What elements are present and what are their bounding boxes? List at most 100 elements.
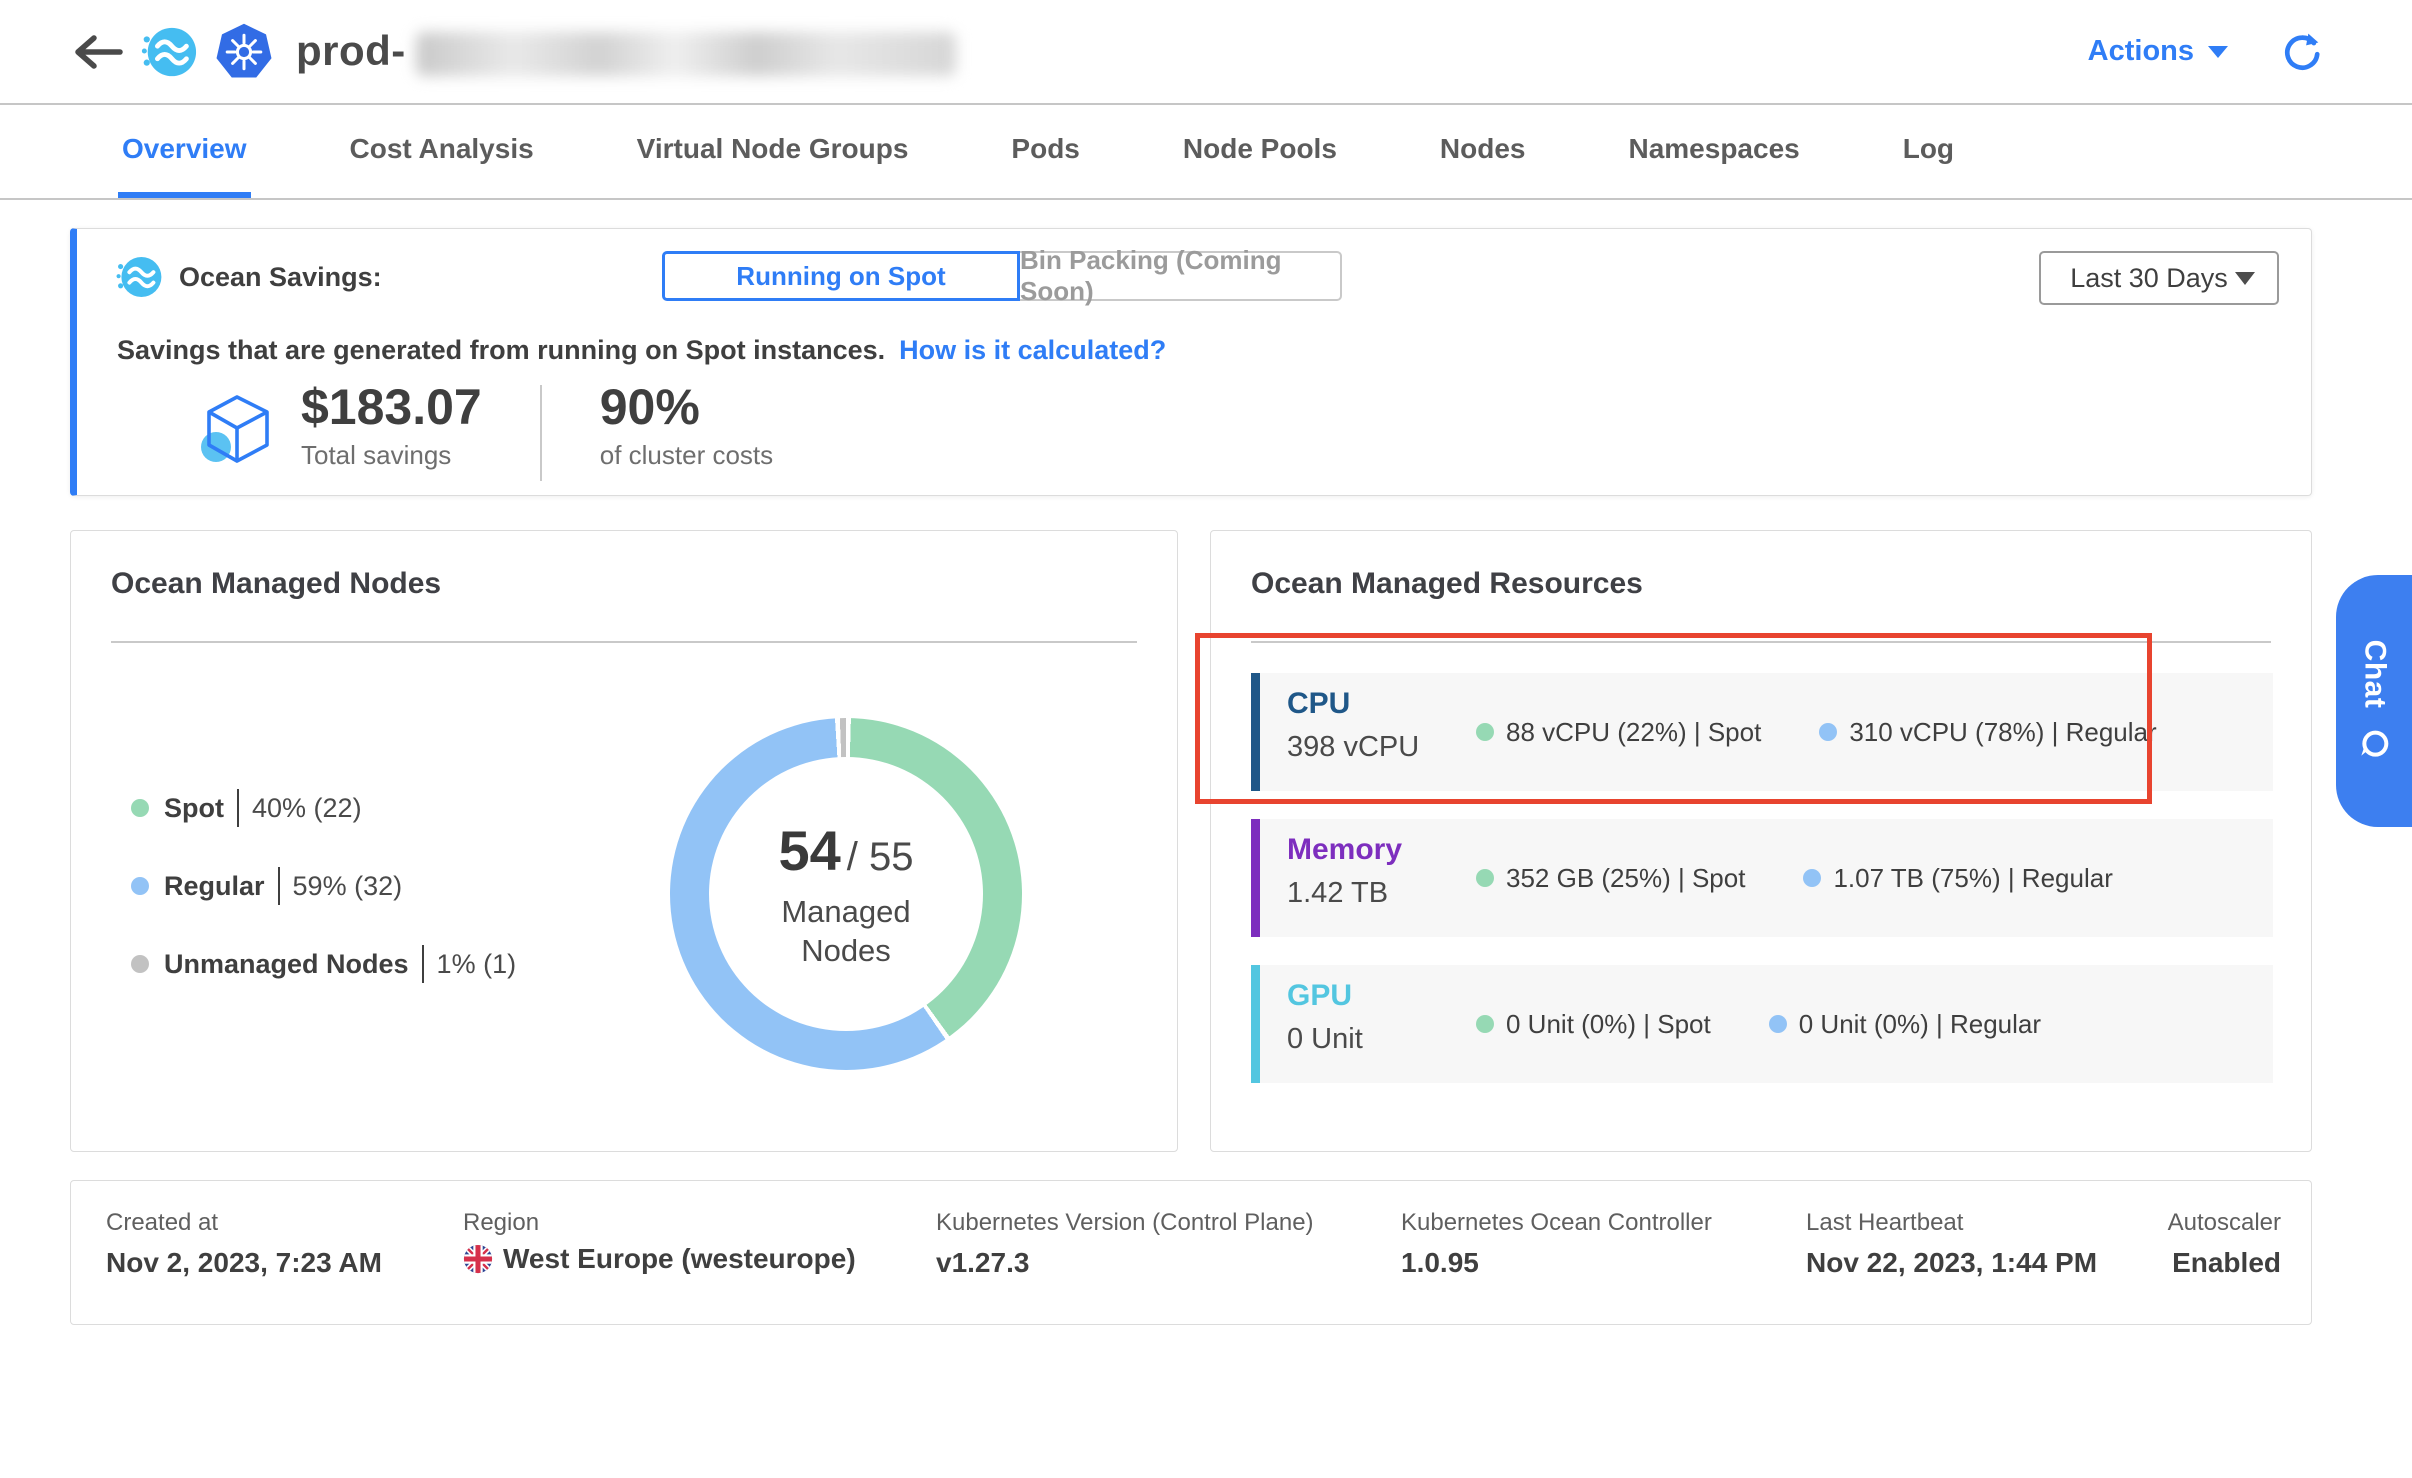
- resource-row-gpu: GPU 0 Unit 0 Unit (0%) | Spot 0 Unit (0%…: [1251, 965, 2273, 1083]
- regular-dot-icon: [131, 877, 149, 895]
- info-label: Autoscaler: [2167, 1209, 2281, 1236]
- managed-nodes-count: 54: [778, 818, 841, 882]
- ocean-savings-panel: Ocean Savings: Running on Spot Bin Packi…: [70, 228, 2312, 496]
- legend-label: Spot: [164, 792, 224, 823]
- regular-dot-icon: [1819, 723, 1838, 741]
- actions-dropdown[interactable]: Actions: [2088, 35, 2228, 68]
- savings-description: Savings that are generated from running …: [117, 335, 886, 365]
- cpu-label: CPU: [1287, 687, 1351, 720]
- bin-packing-button[interactable]: Bin Packing (Coming Soon): [1020, 245, 1342, 306]
- cpu-regular-stat: 310 vCPU (78%) | Regular: [1819, 716, 2157, 748]
- ocean-savings-icon: [116, 257, 162, 297]
- memory-spot-stat: 352 GB (25%) | Spot: [1476, 863, 1745, 894]
- tab-namespaces[interactable]: Namespaces: [1628, 132, 1800, 164]
- tab-virtual-node-groups[interactable]: Virtual Node Groups: [636, 132, 909, 164]
- tab-bar: Overview Cost Analysis Virtual Node Grou…: [0, 105, 2412, 200]
- ocean-logo-icon: [141, 27, 197, 76]
- ocean-savings-label: Ocean Savings:: [179, 261, 382, 292]
- chat-label: Chat: [2358, 639, 2392, 709]
- cpu-spot-text: 88 vCPU (22%) | Spot: [1506, 716, 1762, 747]
- managed-nodes-donut: [670, 718, 1022, 1070]
- gpu-accent-bar: [1251, 965, 1260, 1083]
- header: prod- Actions: [0, 0, 2412, 105]
- chat-button[interactable]: Chat: [2336, 575, 2412, 827]
- spot-dot-icon: [131, 799, 149, 817]
- tab-pods[interactable]: Pods: [1011, 132, 1080, 164]
- savings-cube-icon: [201, 395, 269, 463]
- unmanaged-dot-icon: [131, 955, 149, 973]
- total-savings-label: Total savings: [301, 439, 452, 470]
- kubernetes-logo-icon: [216, 23, 272, 77]
- spot-dot-icon: [1476, 723, 1494, 741]
- period-caret-icon: [2235, 271, 2255, 285]
- managed-nodes-total: / 55: [846, 834, 914, 879]
- legend-value: 40% (22): [252, 792, 362, 823]
- managed-resources-title: Ocean Managed Resources: [1251, 567, 1643, 600]
- info-label: Last Heartbeat: [1806, 1209, 1964, 1236]
- info-value: 1.0.95: [1401, 1247, 1479, 1278]
- legend-value: 1% (1): [436, 948, 517, 979]
- tab-log[interactable]: Log: [1902, 132, 1955, 164]
- period-selector-value: Last 30 Days: [2070, 262, 2228, 293]
- total-savings-value: $183.07: [301, 379, 482, 435]
- legend-separator: [237, 789, 239, 827]
- info-value: Enabled: [2172, 1247, 2281, 1278]
- legend-label: Unmanaged Nodes: [164, 948, 409, 979]
- tab-overview[interactable]: Overview: [118, 105, 251, 198]
- regular-dot-icon: [1768, 1015, 1787, 1033]
- info-value: Nov 2, 2023, 7:23 AM: [106, 1247, 382, 1278]
- memory-total: 1.42 TB: [1287, 877, 1389, 909]
- legend-value: 59% (32): [292, 870, 403, 901]
- spot-dot-icon: [1476, 869, 1494, 887]
- ocean-managed-resources-card: Ocean Managed Resources CPU 398 vCPU 88 …: [1210, 530, 2312, 1152]
- gpu-spot-text: 0 Unit (0%) | Spot: [1506, 1008, 1711, 1039]
- resource-row-cpu: CPU 398 vCPU 88 vCPU (22%) | Spot 310 vC…: [1251, 673, 2273, 791]
- info-label: Kubernetes Ocean Controller: [1401, 1209, 1712, 1236]
- refresh-icon[interactable]: [2280, 32, 2320, 72]
- gpu-label: GPU: [1287, 979, 1353, 1012]
- period-selector[interactable]: Last 30 Days: [2039, 251, 2279, 305]
- legend-item-regular: Regular 59% (32): [131, 867, 516, 905]
- gpu-total: 0 Unit: [1287, 1023, 1363, 1055]
- memory-label: Memory: [1287, 833, 1403, 866]
- gpu-regular-text: 0 Unit (0%) | Regular: [1798, 1008, 2042, 1039]
- cluster-pct-value: 90%: [599, 379, 700, 435]
- info-value: v1.27.3: [936, 1247, 1030, 1278]
- memory-accent-bar: [1251, 819, 1260, 937]
- tab-node-pools[interactable]: Node Pools: [1182, 132, 1337, 164]
- chat-bubble-icon: [2361, 730, 2389, 757]
- resource-row-memory: Memory 1.42 TB 352 GB (25%) | Spot 1.07 …: [1251, 819, 2273, 937]
- tab-cost-analysis[interactable]: Cost Analysis: [349, 132, 534, 164]
- managed-nodes-legend: Spot 40% (22) Regular 59% (32) Unmanaged…: [131, 789, 516, 983]
- memory-spot-text: 352 GB (25%) | Spot: [1506, 862, 1746, 893]
- savings-divider: [539, 385, 542, 481]
- cpu-regular-text: 310 vCPU (78%) | Regular: [1849, 716, 2157, 747]
- running-on-spot-button[interactable]: Running on Spot: [662, 251, 1020, 301]
- legend-item-spot: Spot 40% (22): [131, 789, 516, 827]
- how-calculated-link[interactable]: How is it calculated?: [899, 335, 1167, 365]
- spot-dot-icon: [1476, 1015, 1494, 1033]
- back-button[interactable]: [72, 34, 124, 70]
- actions-label: Actions: [2087, 35, 2194, 67]
- gpu-spot-stat: 0 Unit (0%) | Spot: [1476, 1009, 1711, 1040]
- cpu-accent-bar: [1251, 673, 1260, 791]
- legend-item-unmanaged: Unmanaged Nodes 1% (1): [131, 945, 516, 983]
- cluster-title-prefix: prod-: [296, 27, 406, 75]
- cpu-spot-stat: 88 vCPU (22%) | Spot: [1476, 717, 1761, 748]
- managed-resources-divider: [1251, 641, 2271, 643]
- back-arrow-icon: [75, 34, 123, 69]
- info-label: Kubernetes Version (Control Plane): [936, 1209, 1314, 1236]
- savings-toggle: Running on Spot Bin Packing (Coming Soon…: [662, 245, 1342, 306]
- donut-center-text: 54 / 55 Managed Nodes: [670, 718, 1022, 1070]
- uk-flag-icon: [463, 1244, 493, 1274]
- legend-label: Regular: [164, 870, 265, 901]
- info-label: Region: [463, 1209, 540, 1236]
- legend-separator: [421, 945, 424, 983]
- gpu-regular-stat: 0 Unit (0%) | Regular: [1768, 1008, 2042, 1040]
- managed-nodes-title: Ocean Managed Nodes: [111, 567, 442, 600]
- memory-regular-text: 1.07 TB (75%) | Regular: [1833, 862, 2113, 893]
- memory-regular-stat: 1.07 TB (75%) | Regular: [1803, 862, 2113, 894]
- tab-nodes[interactable]: Nodes: [1439, 132, 1526, 164]
- cluster-title-redacted: [415, 31, 956, 76]
